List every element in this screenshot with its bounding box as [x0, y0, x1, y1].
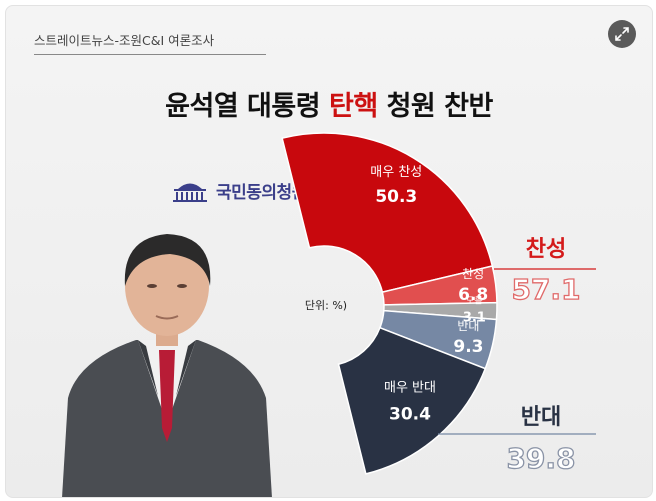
- chart-title: 윤석열 대통령 탄핵 청원 찬반: [6, 84, 652, 123]
- title-highlight: 탄핵: [328, 91, 378, 122]
- slice-strong-support: [281, 132, 494, 294]
- slice-strong-oppose: [337, 326, 487, 475]
- oppose-summary-label: 반대: [521, 405, 561, 430]
- expand-icon: [615, 27, 629, 41]
- slice-value-unsure: 3.1: [463, 310, 486, 325]
- source-label: 스트레이트뉴스-조원C&I 여론조사: [34, 30, 266, 55]
- slice-label-support: 찬성: [462, 266, 484, 281]
- slice-label-strong-oppose: 매우 반대: [384, 381, 436, 396]
- slice-value-strong-oppose: 30.4: [389, 405, 431, 425]
- slice-label-unsure: 모름: [466, 295, 483, 306]
- expand-button[interactable]: [608, 20, 636, 48]
- chart-panel: 스트레이트뉴스-조원C&I 여론조사 윤석열 대통령 탄핵 청원 찬반 국민동의…: [5, 5, 653, 498]
- oppose-summary-value: 39.8: [506, 442, 575, 475]
- slice-value-oppose: 9.3: [453, 337, 483, 357]
- person-photo: [62, 234, 272, 497]
- title-post: 청원 찬반: [377, 91, 494, 122]
- support-summary-label: 찬성: [526, 237, 566, 262]
- support-summary-value: 57.1: [511, 273, 580, 306]
- slice-label-oppose: 반대: [457, 319, 479, 333]
- slice-label-strong-support: 매우 찬성: [370, 165, 422, 180]
- unit-label: 단위: %): [305, 299, 347, 312]
- logo-text: 국민동의청원: [216, 183, 307, 203]
- petition-logo: 국민동의청원: [170, 178, 307, 203]
- title-pre: 윤석열 대통령: [165, 91, 329, 122]
- slice-value-support: 6.8: [458, 285, 488, 305]
- assembly-building-icon: [173, 183, 207, 202]
- slice-value-strong-support: 50.3: [375, 187, 417, 207]
